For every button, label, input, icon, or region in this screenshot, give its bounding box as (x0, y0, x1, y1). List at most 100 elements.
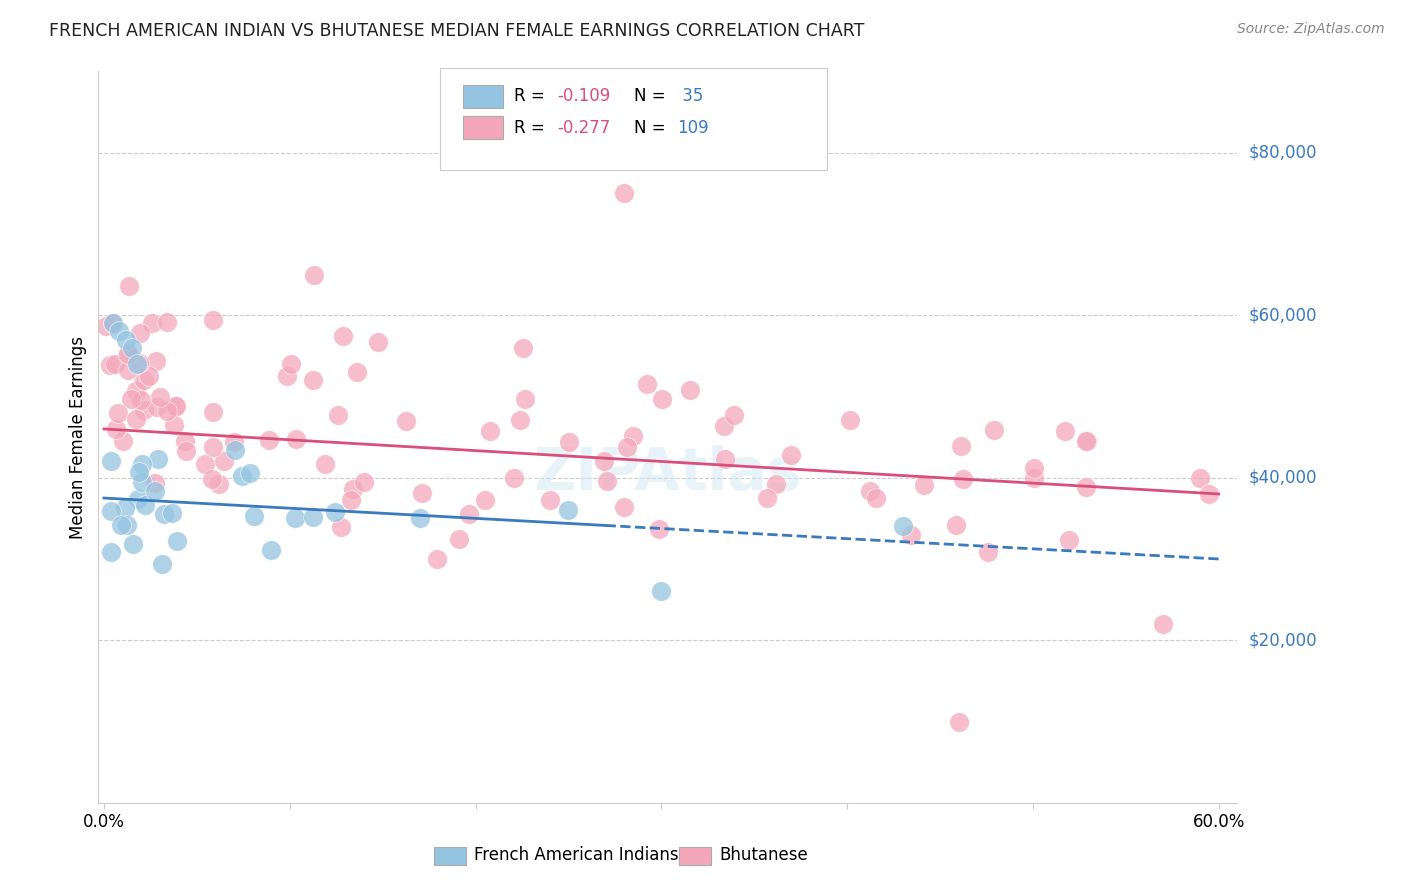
Point (1074, 480, 1097, 494)
Point (328, 409, 350, 423)
Point (557, 503, 579, 517)
Point (713, 419, 735, 434)
Point (143, 476, 166, 491)
Point (243, 509, 266, 524)
Point (115, 517, 138, 532)
Text: French American Indians: French American Indians (474, 847, 679, 864)
Point (134, 498, 156, 512)
Text: $40,000: $40,000 (1249, 468, 1317, 487)
Text: $80,000: $80,000 (1249, 144, 1317, 161)
Point (128, 465, 150, 479)
Point (302, 268, 325, 282)
Point (163, 418, 186, 433)
Text: $60,000: $60,000 (1249, 306, 1317, 324)
Point (330, 520, 353, 534)
FancyBboxPatch shape (463, 85, 503, 108)
Point (122, 537, 145, 551)
Point (231, 468, 253, 483)
Point (426, 551, 449, 566)
Point (858, 484, 880, 499)
Point (118, 279, 141, 293)
Point (332, 329, 354, 343)
Point (513, 392, 536, 406)
Point (636, 376, 658, 391)
Y-axis label: Median Female Earnings: Median Female Earnings (69, 335, 87, 539)
Point (117, 347, 139, 361)
Point (900, 528, 922, 542)
Point (131, 475, 153, 489)
Point (512, 341, 534, 355)
Point (108, 325, 131, 339)
Point (146, 400, 169, 414)
Point (100, 504, 122, 518)
Point (110, 518, 132, 533)
Point (912, 478, 935, 492)
Point (257, 434, 280, 448)
Point (194, 457, 217, 471)
Point (613, 500, 636, 514)
Point (945, 518, 967, 533)
FancyBboxPatch shape (679, 847, 711, 865)
Point (340, 493, 363, 508)
Point (212, 454, 235, 468)
Point (1076, 434, 1098, 448)
Text: N =: N = (634, 120, 671, 137)
Point (129, 393, 152, 408)
Point (166, 533, 188, 548)
Point (138, 369, 160, 384)
Text: Source: ZipAtlas.com: Source: ZipAtlas.com (1237, 22, 1385, 37)
Text: 35: 35 (676, 87, 703, 105)
Point (127, 491, 149, 506)
Point (128, 356, 150, 370)
Point (325, 505, 347, 519)
Point (302, 373, 325, 387)
Text: -0.277: -0.277 (557, 120, 610, 137)
Point (156, 315, 179, 329)
Text: Bhutanese: Bhutanese (718, 847, 808, 864)
Point (156, 404, 179, 418)
Point (593, 454, 616, 468)
Point (458, 508, 481, 522)
Point (224, 442, 246, 457)
Point (503, 471, 526, 485)
Point (342, 483, 364, 497)
Point (353, 475, 375, 490)
Point (284, 432, 307, 446)
Point (558, 435, 581, 450)
Point (104, 357, 127, 371)
Point (165, 399, 187, 413)
Point (596, 474, 619, 488)
Point (346, 366, 368, 380)
Point (117, 346, 139, 360)
FancyBboxPatch shape (434, 847, 467, 865)
Point (125, 384, 148, 399)
Text: FRENCH AMERICAN INDIAN VS BHUTANESE MEDIAN FEMALE EARNINGS CORRELATION CHART: FRENCH AMERICAN INDIAN VS BHUTANESE MEDI… (49, 22, 865, 40)
Point (131, 457, 153, 471)
Point (1053, 424, 1076, 438)
Point (101, 316, 124, 330)
Point (141, 317, 163, 331)
Point (538, 492, 561, 507)
Point (103, 316, 125, 330)
Point (280, 358, 302, 372)
Text: 109: 109 (676, 120, 709, 137)
Point (409, 511, 432, 525)
Point (1076, 434, 1098, 448)
Point (107, 406, 129, 420)
Point (115, 333, 138, 347)
Point (132, 373, 155, 387)
Text: N =: N = (634, 87, 671, 105)
Point (129, 326, 152, 341)
Point (149, 390, 172, 404)
Point (301, 509, 323, 524)
Point (1024, 460, 1046, 475)
Point (239, 466, 262, 480)
Point (449, 532, 471, 546)
FancyBboxPatch shape (440, 68, 827, 170)
Point (714, 451, 737, 466)
Point (314, 457, 336, 471)
Point (201, 440, 224, 454)
Point (478, 425, 501, 439)
Point (765, 477, 787, 491)
Point (865, 491, 887, 505)
